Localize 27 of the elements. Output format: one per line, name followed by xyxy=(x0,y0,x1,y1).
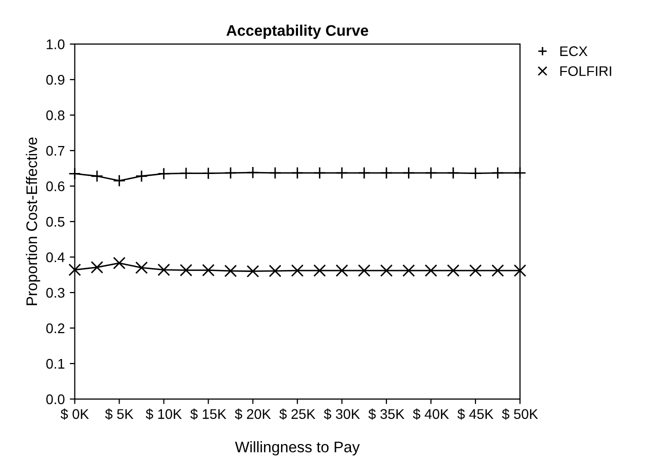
legend-label: FOLFIRI xyxy=(560,66,612,76)
x-tick-label: $ 5K xyxy=(105,408,134,420)
y-tick-label: 0.8 xyxy=(46,110,64,120)
x-tick-label: $ 35K xyxy=(368,408,404,420)
y-tick-label: 0.0 xyxy=(46,394,64,404)
x-tick-label: $ 50K xyxy=(502,408,538,420)
legend-label: ECX xyxy=(560,46,588,56)
x-tick-label: $ 20K xyxy=(234,408,271,420)
y-tick-label: 0.4 xyxy=(46,252,65,262)
chart-title: Acceptability Curve xyxy=(226,24,368,39)
y-tick-label: 0.9 xyxy=(46,74,64,85)
x-tick-label: $ 40K xyxy=(412,408,449,420)
y-axis-title: Proportion Cost-Effective xyxy=(26,137,40,306)
y-tick-label: 0.7 xyxy=(46,146,64,156)
y-tick-label: 0.3 xyxy=(46,288,64,298)
x-tick-label: $ 15K xyxy=(190,408,226,420)
x-tick-label: $ 0K xyxy=(60,408,89,420)
x-tick-label: $ 10K xyxy=(146,408,182,420)
y-tick-label: 0.6 xyxy=(46,181,64,192)
x-axis-title: Willingness to Pay xyxy=(235,441,360,456)
x-tick-label: $ 30K xyxy=(324,408,360,420)
x-tick-label: $ 45K xyxy=(457,408,494,420)
y-tick-label: 1.0 xyxy=(46,39,64,50)
y-tick-label: 0.5 xyxy=(46,216,64,227)
x-tick-label: $ 25K xyxy=(279,408,316,420)
y-tick-label: 0.2 xyxy=(46,323,64,334)
y-tick-label: 0.1 xyxy=(46,358,64,369)
